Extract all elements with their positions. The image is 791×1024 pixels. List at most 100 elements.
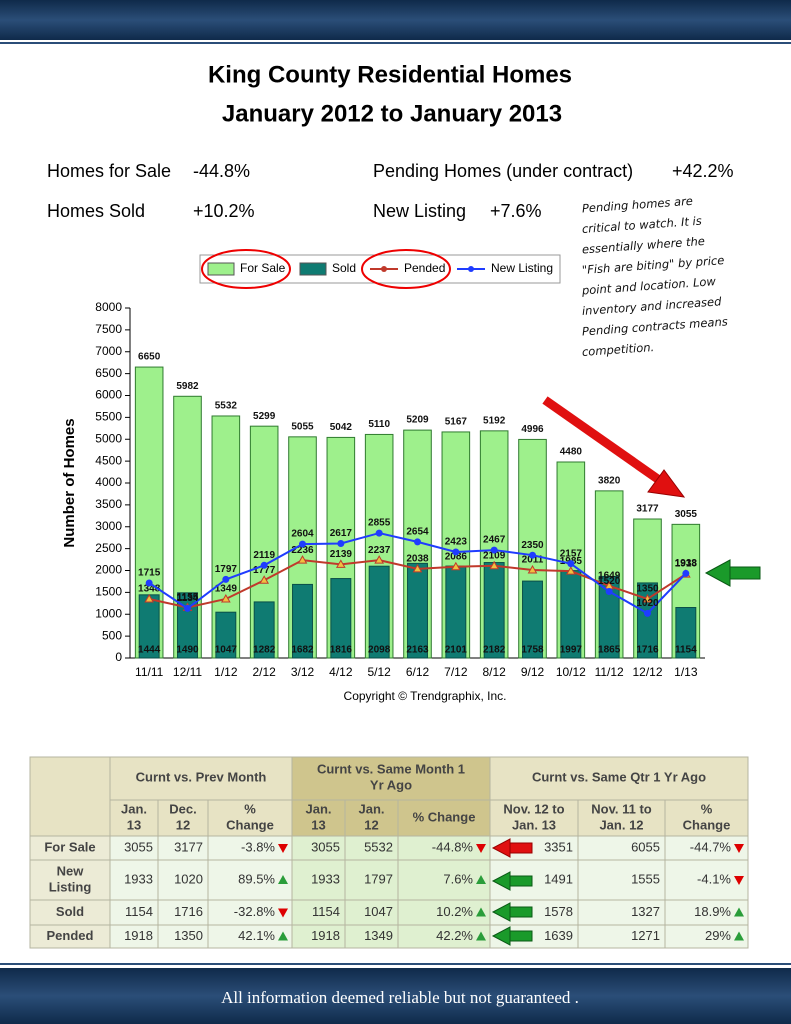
trend-arrow: [734, 931, 744, 941]
marker: [452, 548, 460, 556]
table-header: Change: [226, 817, 274, 832]
data-label: 1020: [636, 598, 659, 609]
data-label: 1918: [675, 559, 698, 570]
bar: [637, 582, 658, 659]
data-label: 2654: [406, 527, 429, 538]
x-tick-label: 7/12: [444, 665, 468, 679]
marker: [414, 538, 421, 546]
bar: [253, 601, 275, 659]
data-label: 1933: [675, 558, 698, 569]
table-header: Curnt vs. Same Qtr 1 Yr Ago: [532, 769, 706, 784]
stat-label: Pending Homes (under contract): [373, 161, 633, 181]
bar: [407, 562, 428, 659]
data-label: 3055: [675, 509, 698, 520]
marker: [259, 575, 270, 584]
table-header: New: [57, 863, 85, 878]
data-label: 4480: [560, 447, 583, 458]
table-cell-text: 1918: [124, 928, 153, 943]
table-cell-text: 1327: [631, 904, 660, 919]
table-cell: [397, 835, 491, 861]
table-cell: [664, 835, 749, 861]
y-tick-label: 1000: [95, 606, 122, 620]
handwritten-note: Pending contracts means: [581, 314, 728, 338]
table-cell-text: 1154: [312, 904, 340, 919]
green-arrow: [704, 559, 761, 587]
data-label: 2617: [330, 528, 353, 539]
data-label: 1155: [177, 592, 199, 603]
table-cell-text: -4.1%: [697, 871, 731, 886]
trend-arrow: [278, 931, 288, 941]
trend-arrow: [278, 875, 288, 884]
table-cell-text: 1639: [544, 928, 573, 943]
table-cell-text: 1933: [311, 871, 340, 886]
table-cell-text: 1716: [174, 904, 203, 919]
y-tick-label: 7500: [95, 322, 122, 336]
marker: [605, 588, 613, 595]
marker: [682, 569, 690, 577]
data-label: 1444: [138, 645, 161, 656]
red-arrow: [542, 396, 686, 498]
table-header: 13: [311, 817, 325, 832]
handwritten-note: inventory and increased: [581, 294, 722, 318]
table-header: Jan.: [305, 801, 331, 816]
table-cell: [577, 899, 666, 926]
x-tick-label: 9/12: [521, 665, 545, 679]
table-header: Yr Ago: [370, 777, 412, 792]
data-label: 1350: [636, 584, 659, 595]
data-label: 2038: [406, 553, 429, 564]
y-tick-label: 0: [115, 650, 122, 664]
legend-swatch: [468, 266, 474, 272]
data-label: 6650: [138, 352, 161, 363]
marker: [642, 593, 653, 603]
marker: [374, 555, 385, 564]
bar: [675, 607, 697, 659]
footer-text: All information deemed reliable but not …: [221, 988, 579, 1007]
marker: [220, 593, 231, 603]
data-label: 2139: [330, 549, 353, 560]
y-tick-label: 3000: [95, 519, 122, 533]
data-label: 2350: [521, 540, 544, 551]
marker: [184, 604, 191, 612]
data-label: 5055: [291, 421, 314, 432]
x-tick-label: 1/12: [214, 665, 238, 679]
handwritten-note: Pending homes are: [581, 194, 693, 216]
table-cell-text: 1047: [364, 904, 393, 919]
table-cell-text: -3.8%: [241, 839, 275, 854]
marker: [529, 551, 536, 559]
trend-arrow: [476, 844, 486, 853]
data-label: 1154: [675, 645, 697, 656]
data-label: 2011: [522, 555, 544, 566]
table-cell: [344, 859, 399, 901]
data-label: 1047: [215, 645, 238, 656]
data-label: 2101: [445, 645, 468, 656]
data-label: 1282: [253, 645, 276, 656]
title-line: King County Residential Homes: [208, 61, 572, 88]
data-label: 2086: [445, 551, 468, 562]
trend-arrow: [476, 907, 486, 917]
table-header: Jan.: [121, 801, 147, 816]
table-cell-text: 3055: [311, 839, 340, 854]
bar: [177, 592, 198, 659]
legend-label: New Listing: [491, 261, 553, 275]
marker: [565, 566, 576, 575]
data-label: 1348: [138, 584, 161, 595]
y-tick-label: 500: [102, 628, 122, 642]
table-header: Change: [683, 817, 731, 832]
y-tick-label: 3500: [95, 497, 122, 511]
table-cell-text: 1491: [544, 871, 573, 886]
x-tick-label: 8/12: [482, 665, 506, 679]
table-header: Curnt vs. Same Month 1: [317, 761, 465, 776]
stat-label: Homes for Sale: [47, 161, 171, 181]
table-cell-text: 1020: [174, 871, 203, 886]
table-header: Nov. 12 to: [503, 801, 564, 816]
y-tick-label: 4000: [95, 475, 122, 489]
table-header: Sold: [56, 904, 84, 919]
data-label: 5192: [483, 415, 506, 426]
y-tick-label: 6000: [95, 388, 122, 402]
table-cell-text: 1154: [125, 904, 153, 919]
x-tick-label: 6/12: [406, 665, 430, 679]
stat-value: +7.6%: [490, 201, 542, 221]
legend-swatch: [299, 262, 327, 276]
y-tick-label: 8000: [95, 300, 122, 314]
